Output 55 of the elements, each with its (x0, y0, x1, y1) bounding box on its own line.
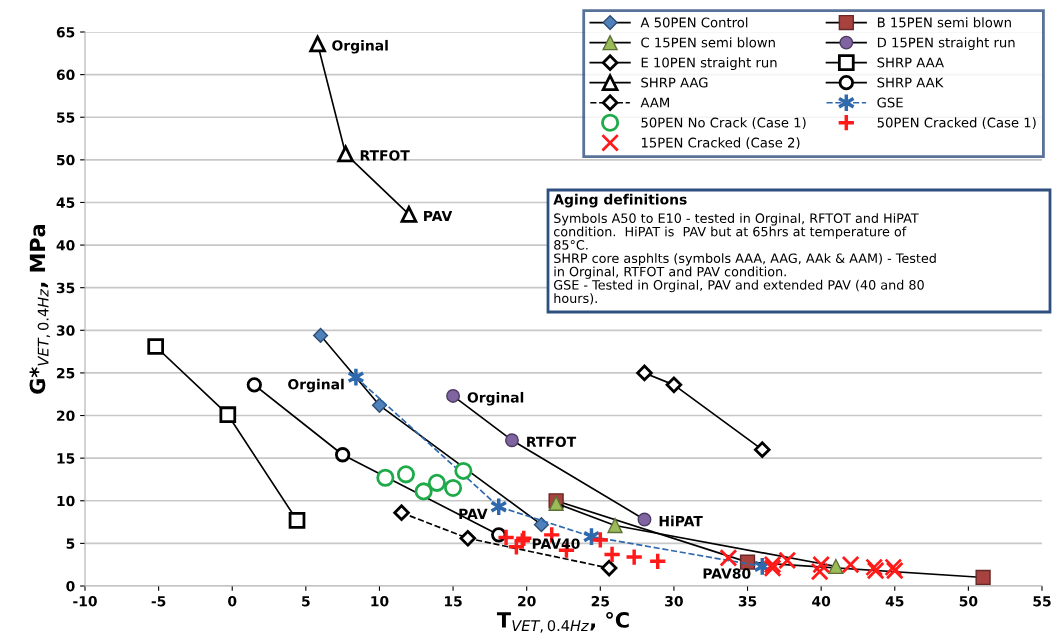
y-tick-label: 40 (56, 240, 75, 251)
legend-label: GSE (877, 97, 903, 108)
annotation: Orginal (288, 378, 344, 393)
x-tick-label: 20 (518, 595, 536, 607)
x-tick-label: 45 (885, 596, 904, 607)
x-tick-label: -10 (73, 595, 97, 607)
legend-label: AAM (640, 97, 669, 108)
y-tick-label: 5 (66, 538, 75, 549)
y-tick-label: 25 (57, 367, 75, 379)
legend-label: E 10PEN straight run (641, 57, 777, 71)
y-tick-label: 50 (57, 154, 75, 166)
y-tick-label: 30 (56, 325, 75, 336)
x-tick-label: -5 (151, 596, 166, 607)
y-tick-label: 35 (56, 282, 75, 294)
legend-label: C 15PEN semi blown (641, 37, 775, 48)
annotation: Orginal (467, 391, 524, 406)
annotation: PAV (459, 508, 488, 519)
y-axis-title: G*$_{VET,0.4Hz}$, MPa (29, 224, 51, 394)
x-tick-label: 25 (591, 595, 609, 607)
x-tick-label: 0 (228, 595, 237, 607)
x-tick-label: 5 (302, 596, 310, 607)
y-tick-label: 20 (57, 410, 75, 422)
annotation: PAV80 (703, 568, 751, 579)
annotation: RTFOT (360, 150, 410, 161)
annotation: Symbols A50 to E10 - tested in Orginal, RFTOT and HiPAT condition. HiPAT is PAV but at 65hrs at temperature of 85°C. SHRP core asphlts (symbols AAA, AAG, AAk & AAM) - Tested in Orginal, RTFOT and PAV condition. GSE - Tested in Orginal, PAV and extended PAV (40 and 80 hours). (553, 213, 936, 305)
legend-label: 50PEN Cracked (Case 1) (877, 117, 1036, 130)
x-axis-title: T$_{VET,0.4Hz}$, °C (496, 611, 629, 633)
legend-label: SHRP AAK (877, 77, 944, 88)
annotation: Orginal (332, 39, 388, 54)
annotation: RTFOT (527, 436, 577, 448)
y-tick-label: 15 (57, 453, 75, 464)
legend-label: B 15PEN semi blown (877, 17, 1011, 28)
legend-label: A 50PEN Control (640, 17, 748, 28)
y-tick-label: 60 (56, 69, 75, 81)
x-tick-label: 15 (444, 596, 462, 607)
legend-label: SHRP AAG (641, 77, 708, 88)
y-tick-label: 65 (56, 26, 75, 38)
legend-label: 15PEN Cracked (Case 2) (641, 137, 800, 150)
y-tick-label: 10 (57, 495, 75, 507)
x-tick-label: 35 (738, 595, 757, 607)
y-tick-label: 0 (66, 580, 75, 592)
annotation: PAV40 (532, 538, 580, 549)
x-tick-label: 10 (371, 595, 389, 607)
x-tick-label: 50 (959, 595, 978, 607)
x-tick-label: 30 (665, 595, 683, 607)
legend-label: 50PEN No Crack (Case 1) (641, 117, 806, 130)
annotation: Aging definitions (553, 193, 687, 208)
x-tick-label: 40 (812, 595, 831, 607)
annotation: PAV (424, 210, 453, 221)
y-tick-label: 55 (57, 112, 75, 123)
x-tick-label: 55 (1033, 596, 1051, 607)
legend-label: D 15PEN straight run (877, 37, 1015, 50)
annotation: HiPAT (659, 515, 703, 527)
legend-label: SHRP AAA (877, 57, 944, 68)
y-tick-label: 45 (56, 197, 75, 208)
